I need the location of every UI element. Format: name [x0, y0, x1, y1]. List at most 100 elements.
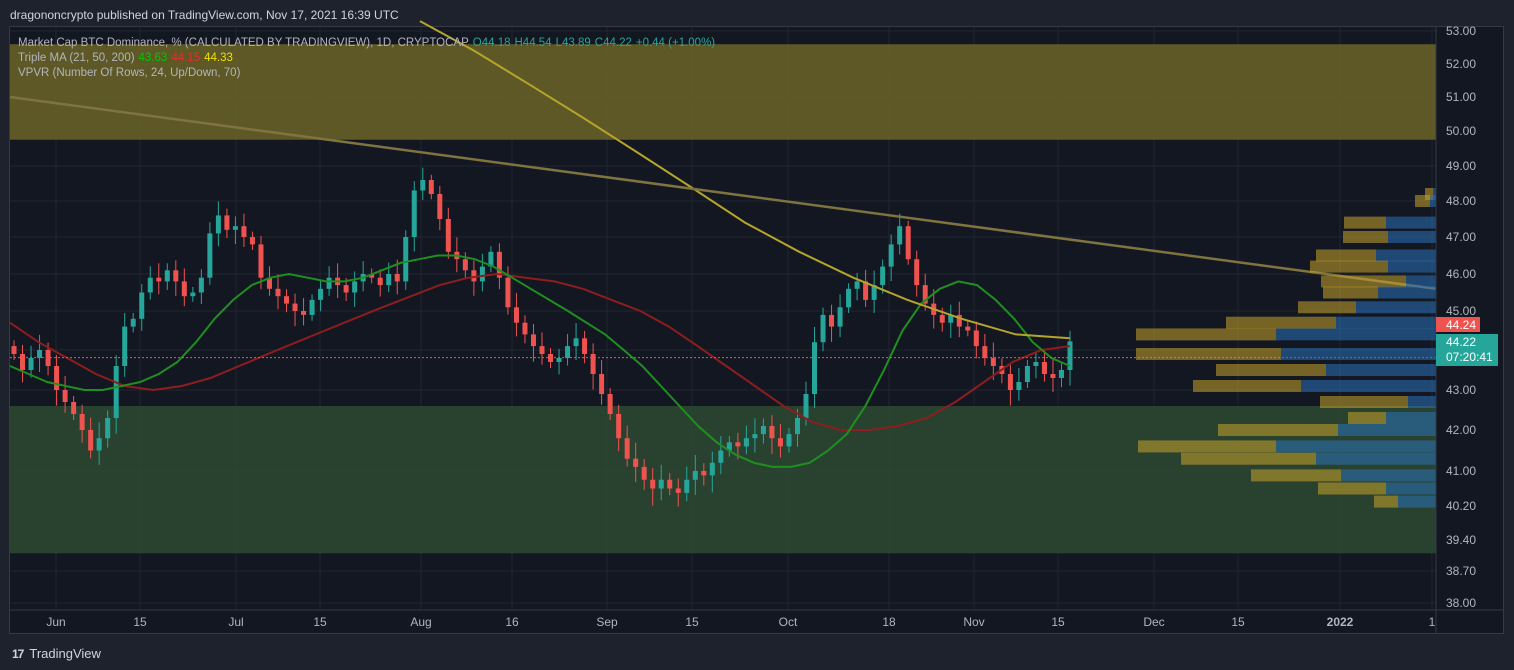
time-tick-label: Jul: [228, 615, 243, 629]
current-price-label: 44.22: [1446, 335, 1476, 349]
candle-body: [301, 311, 307, 315]
candle-body: [777, 438, 783, 447]
ma50-line: [9, 272, 1071, 431]
candle-body: [667, 479, 673, 489]
candle-body: [113, 366, 119, 418]
candle-body: [718, 450, 724, 463]
tradingview-brand: TradingView: [29, 646, 101, 661]
candle-body: [11, 346, 17, 354]
vp-up-bar: [1388, 260, 1436, 273]
candle-body: [794, 418, 800, 435]
ma50-value: 44.15: [171, 52, 201, 64]
candle-body: [590, 354, 596, 374]
candle-body: [1067, 341, 1073, 370]
time-tick-label: 15: [133, 615, 147, 629]
vp-down-bar: [1310, 260, 1388, 273]
time-tick-label: Nov: [963, 615, 984, 629]
candle-body: [71, 402, 77, 414]
ma200-value: 44.33: [204, 52, 233, 64]
candle-body: [982, 346, 988, 358]
candle-body: [462, 259, 468, 271]
candle-body: [888, 244, 894, 267]
time-tick-label: 15: [1051, 615, 1065, 629]
vp-up-bar: [1386, 412, 1436, 424]
candle-body: [701, 471, 707, 476]
candle-body: [326, 277, 332, 289]
candle-body: [616, 414, 622, 439]
price-tick-label: 47.00: [1446, 230, 1476, 244]
triple-ma-label: Triple MA (21, 50, 200): [18, 52, 135, 64]
candle-body: [45, 350, 51, 366]
vp-down-bar: [1181, 452, 1316, 465]
current-price-badge: [1436, 334, 1498, 366]
candle-body: [692, 471, 698, 480]
candle-body: [812, 342, 818, 394]
vp-up-bar: [1326, 364, 1436, 376]
vp-up-bar: [1388, 231, 1436, 243]
candle-body: [275, 288, 281, 297]
candle-body: [224, 215, 230, 230]
countdown-label: 07:20:41: [1446, 350, 1493, 364]
candle-body: [428, 180, 434, 194]
candle-body: [488, 251, 494, 267]
price-tick-label: 48.00: [1446, 194, 1476, 208]
candle-body: [37, 350, 43, 358]
tradingview-logo-icon: 17: [12, 646, 24, 661]
candle-body: [803, 394, 809, 418]
time-tick-label: Jun: [46, 615, 65, 629]
candle-body: [1058, 370, 1064, 378]
triple-ma-legend-row[interactable]: Triple MA (21, 50, 200) 43.63 44.15 44.33: [18, 51, 723, 66]
candle-body: [164, 270, 170, 282]
price-tick-label: 43.00: [1446, 383, 1476, 397]
vp-up-bar: [1281, 348, 1436, 360]
last-price-label: 44.24: [1446, 318, 1476, 332]
vp-down-bar: [1321, 275, 1406, 288]
candle-body: [675, 488, 681, 493]
ma21-value: 43.63: [138, 52, 168, 64]
ohlc-values: O44.18 H44.54 L43.89 C44.22 +0.44 (+1.00%): [472, 37, 716, 49]
price-tick-label: 52.00: [1446, 57, 1476, 71]
candle-body: [139, 292, 145, 319]
candle-body: [846, 288, 852, 308]
candle-body: [565, 346, 571, 358]
vp-down-bar: [1348, 412, 1386, 424]
time-tick-label: 15: [685, 615, 699, 629]
vp-up-bar: [1338, 424, 1436, 436]
candle-body: [1050, 374, 1056, 378]
candle-body: [249, 237, 255, 245]
time-tick-label: 1: [1429, 615, 1436, 629]
vpvr-label: VPVR (Number Of Rows, 24, Up/Down, 70): [18, 67, 241, 79]
candle-body: [922, 285, 928, 304]
candle-body: [62, 390, 68, 402]
candle-body: [309, 299, 315, 315]
candle-body: [871, 285, 877, 300]
price-tick-label: 53.00: [1446, 24, 1476, 38]
candle-body: [147, 277, 153, 293]
vp-up-bar: [1386, 482, 1436, 495]
price-tick-label: 38.70: [1446, 564, 1476, 578]
vpvr-legend-row[interactable]: VPVR (Number Of Rows, 24, Up/Down, 70): [18, 66, 723, 81]
tradingview-footer[interactable]: 17 TradingView: [12, 646, 101, 661]
vp-down-bar: [1251, 469, 1341, 482]
candle-body: [1033, 362, 1039, 366]
candle-body: [956, 314, 962, 327]
candle-body: [411, 190, 417, 237]
vp-down-bar: [1298, 301, 1356, 314]
symbol-legend-row[interactable]: Market Cap BTC Dominance, % (CALCULATED …: [18, 36, 723, 51]
price-tick-label: 51.00: [1446, 90, 1476, 104]
candle-body: [130, 318, 136, 327]
price-tick-label: 39.40: [1446, 533, 1476, 547]
candle-body: [258, 244, 264, 278]
vp-down-bar: [1320, 396, 1408, 408]
candle-body: [445, 219, 451, 252]
vp-down-bar: [1218, 424, 1338, 436]
candle-body: [292, 303, 298, 311]
vp-up-bar: [1276, 328, 1436, 341]
vp-up-bar: [1276, 440, 1436, 453]
candle-body: [854, 281, 860, 289]
price-tick-label: 38.00: [1446, 596, 1476, 610]
vp-up-bar: [1341, 469, 1436, 482]
candle-body: [973, 330, 979, 347]
candle-body: [948, 314, 954, 323]
